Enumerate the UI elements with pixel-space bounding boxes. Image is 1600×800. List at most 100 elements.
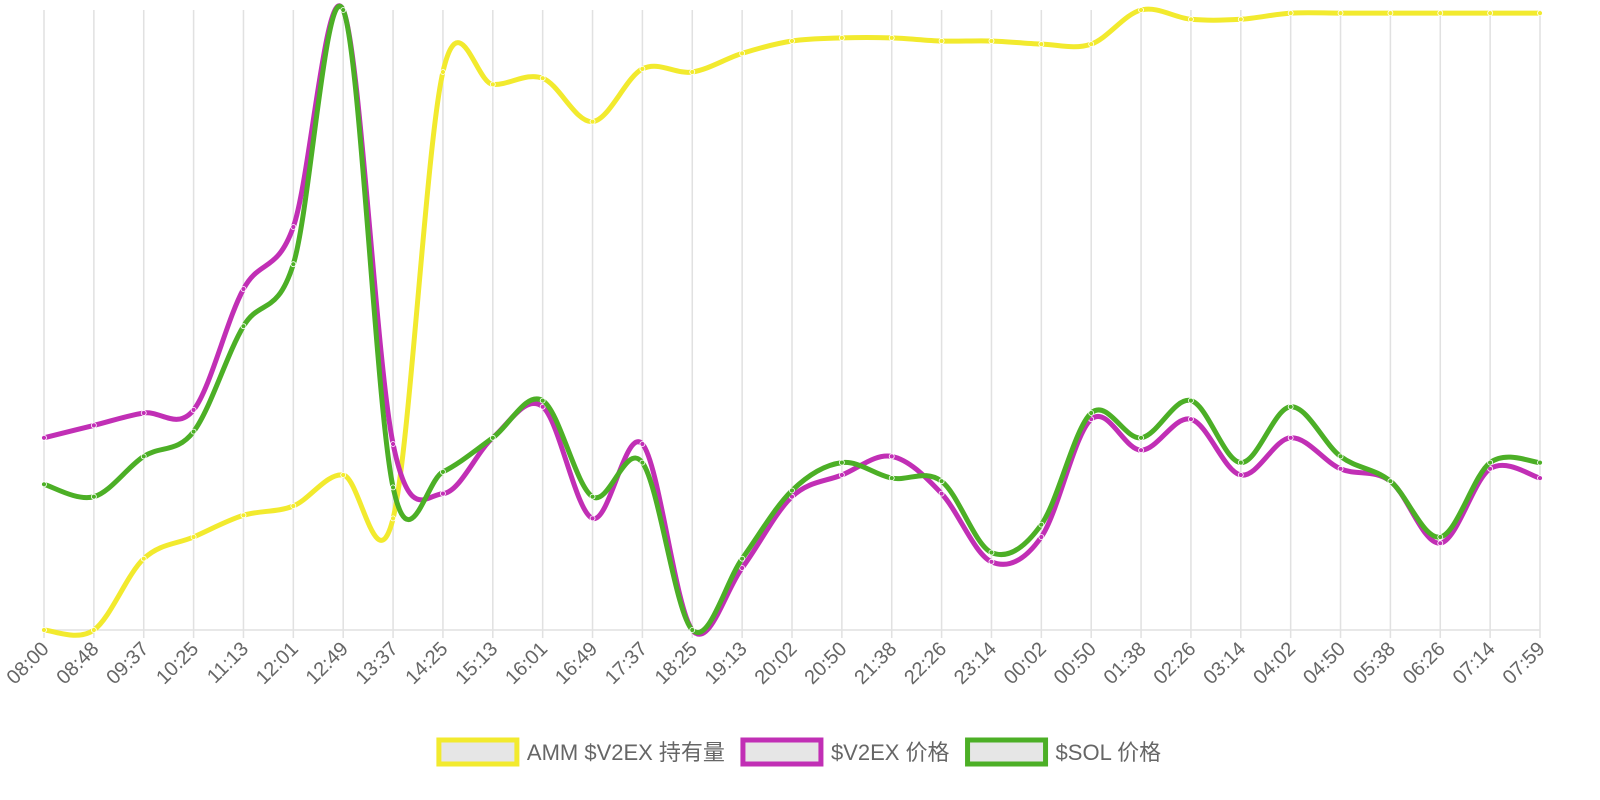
legend-label-1: $V2EX 价格 [831, 740, 950, 765]
data-point [190, 534, 197, 540]
x-tick-label: 09:37 [102, 638, 153, 689]
data-point [589, 493, 596, 500]
data-point [1537, 10, 1543, 17]
x-tick-label: 07:14 [1449, 638, 1500, 689]
x-tick-label: 13:37 [352, 638, 403, 689]
data-point [1287, 10, 1294, 17]
legend-swatch-0[interactable] [436, 737, 520, 767]
data-point [1188, 397, 1194, 404]
x-tick-label: 00:50 [1050, 638, 1101, 689]
data-point [1237, 472, 1244, 478]
data-point [888, 35, 895, 41]
data-point [1138, 434, 1144, 441]
x-tick-label: 20:02 [751, 638, 802, 689]
data-point [290, 261, 297, 268]
data-point [390, 441, 396, 447]
data-point [1237, 16, 1244, 23]
x-tick-label: 16:49 [551, 638, 602, 689]
x-tick-label: 14:25 [402, 638, 453, 689]
data-point [1038, 41, 1045, 47]
data-point [1287, 434, 1294, 441]
data-point [938, 38, 945, 44]
data-point [1287, 403, 1294, 410]
data-point [988, 38, 995, 44]
x-tick-label: 01:38 [1100, 638, 1151, 689]
data-point [240, 512, 247, 519]
data-point [240, 323, 247, 330]
data-point [589, 515, 596, 522]
data-point [1138, 447, 1144, 454]
data-point [938, 478, 945, 485]
data-point [539, 403, 546, 410]
data-point [888, 475, 895, 482]
data-point [190, 406, 197, 413]
x-tick-label: 03:14 [1199, 638, 1250, 689]
series-line-1 [41, 3, 1543, 637]
data-point [689, 627, 696, 633]
legend[interactable]: AMM $V2EX 持有量 $V2EX 价格 $SOL 价格 [436, 737, 1162, 767]
x-tick-label: 22:26 [900, 638, 951, 689]
data-point [838, 35, 845, 41]
data-point [1487, 10, 1494, 17]
data-point [838, 459, 845, 466]
data-point [1337, 10, 1344, 17]
x-tick-label: 16:01 [501, 638, 552, 689]
x-tick-label: 06:26 [1399, 638, 1450, 689]
data-point [440, 468, 446, 475]
data-point [739, 50, 746, 57]
data-point [789, 487, 795, 494]
data-point [440, 490, 446, 497]
data-point [90, 422, 97, 429]
data-point [41, 627, 47, 633]
data-point [41, 434, 47, 441]
data-point [539, 75, 546, 82]
data-point [938, 490, 945, 497]
x-tick-label: 18:25 [651, 638, 702, 689]
x-tick-label: 15:13 [451, 638, 502, 689]
data-point [1038, 521, 1045, 528]
x-tick-label: 07:59 [1499, 638, 1550, 689]
data-point [41, 481, 47, 488]
data-point [340, 472, 347, 478]
data-point [1487, 459, 1494, 466]
x-tick-label: 04:02 [1249, 638, 1300, 689]
x-tick-label: 02:26 [1150, 638, 1201, 689]
data-point [1188, 416, 1194, 423]
data-point [489, 434, 496, 441]
data-point [1537, 475, 1543, 482]
data-point [489, 81, 496, 88]
data-point [140, 453, 147, 460]
series-line-2 [41, 3, 1543, 635]
data-point [90, 627, 97, 633]
data-point [240, 286, 247, 292]
legend-swatch-1[interactable] [740, 737, 824, 767]
data-point [1537, 459, 1543, 466]
data-point [539, 397, 546, 404]
series-2 [41, 3, 1543, 635]
x-tick-label: 10:25 [152, 638, 203, 689]
data-point [90, 493, 97, 500]
data-point [140, 410, 147, 416]
data-point [1038, 534, 1045, 540]
data-point [1337, 465, 1344, 472]
data-point [988, 558, 995, 565]
data-point [1387, 478, 1394, 485]
x-tick-label: 23:14 [950, 638, 1001, 689]
x-tick-label: 04:50 [1299, 638, 1350, 689]
x-tick-label: 12:49 [302, 638, 353, 689]
data-point [1088, 41, 1095, 47]
legend-label-0: AMM $V2EX 持有量 [527, 740, 725, 765]
data-point [639, 441, 646, 447]
x-tick-label: 19:13 [701, 638, 752, 689]
series-line-0 [41, 6, 1543, 638]
legend-label-2: $SOL 价格 [1056, 740, 1162, 765]
legend-swatch-2[interactable] [965, 737, 1049, 767]
data-point [988, 549, 995, 556]
data-point [689, 69, 696, 75]
data-point [1138, 7, 1144, 13]
data-point [290, 503, 297, 509]
data-point [789, 38, 795, 44]
data-point [390, 484, 396, 491]
